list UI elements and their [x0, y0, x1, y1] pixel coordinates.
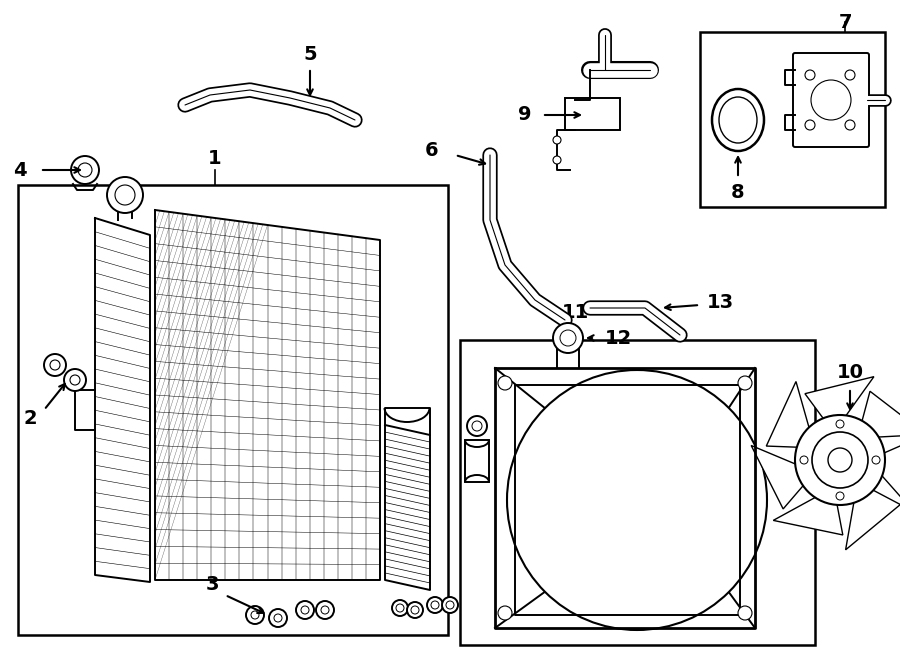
- FancyBboxPatch shape: [793, 53, 869, 147]
- Circle shape: [553, 156, 561, 164]
- Circle shape: [392, 600, 408, 616]
- Polygon shape: [766, 381, 814, 448]
- Polygon shape: [155, 210, 380, 580]
- Circle shape: [246, 606, 264, 624]
- Circle shape: [442, 597, 458, 613]
- Bar: [18, 185, 448, 635]
- Polygon shape: [846, 482, 900, 550]
- Ellipse shape: [719, 97, 757, 143]
- Text: 5: 5: [303, 46, 317, 64]
- Polygon shape: [495, 368, 755, 628]
- Circle shape: [800, 456, 808, 464]
- Circle shape: [78, 163, 92, 177]
- Circle shape: [269, 609, 287, 627]
- Circle shape: [316, 601, 334, 619]
- Circle shape: [467, 416, 487, 436]
- Text: 3: 3: [205, 575, 219, 594]
- Circle shape: [321, 606, 329, 614]
- Ellipse shape: [712, 89, 764, 151]
- Text: 6: 6: [425, 140, 439, 160]
- Polygon shape: [95, 218, 150, 582]
- Circle shape: [446, 601, 454, 609]
- Circle shape: [872, 456, 880, 464]
- Circle shape: [560, 330, 576, 346]
- Text: 10: 10: [836, 363, 863, 381]
- Circle shape: [396, 604, 404, 612]
- Polygon shape: [385, 425, 430, 590]
- Circle shape: [407, 602, 423, 618]
- Polygon shape: [868, 441, 900, 512]
- Circle shape: [70, 375, 80, 385]
- Circle shape: [296, 601, 314, 619]
- Circle shape: [828, 448, 852, 472]
- Text: 11: 11: [562, 303, 589, 322]
- Circle shape: [836, 492, 844, 500]
- Circle shape: [431, 601, 439, 609]
- Circle shape: [472, 421, 482, 431]
- Text: 8: 8: [731, 183, 745, 201]
- Circle shape: [498, 606, 512, 620]
- Circle shape: [274, 614, 282, 622]
- Bar: [700, 32, 885, 207]
- Polygon shape: [805, 377, 874, 433]
- Text: 7: 7: [838, 13, 851, 32]
- Circle shape: [64, 369, 86, 391]
- Circle shape: [115, 185, 135, 205]
- Circle shape: [795, 415, 885, 505]
- Circle shape: [301, 606, 309, 614]
- Circle shape: [553, 136, 561, 144]
- Bar: [565, 98, 620, 130]
- Circle shape: [811, 80, 851, 120]
- Circle shape: [50, 360, 60, 370]
- Circle shape: [411, 606, 419, 614]
- Ellipse shape: [507, 370, 767, 630]
- Circle shape: [553, 323, 583, 353]
- Circle shape: [738, 376, 752, 390]
- Text: 1: 1: [208, 148, 221, 167]
- Text: 2: 2: [23, 408, 37, 428]
- Circle shape: [71, 156, 99, 184]
- Bar: [460, 340, 815, 645]
- Text: 9: 9: [518, 105, 532, 124]
- Circle shape: [805, 120, 815, 130]
- Circle shape: [251, 611, 259, 619]
- Circle shape: [812, 432, 868, 488]
- Polygon shape: [752, 446, 814, 509]
- Circle shape: [498, 376, 512, 390]
- Text: 13: 13: [706, 293, 733, 312]
- Polygon shape: [773, 487, 842, 535]
- Polygon shape: [858, 391, 900, 438]
- Circle shape: [836, 420, 844, 428]
- Circle shape: [738, 606, 752, 620]
- Circle shape: [427, 597, 443, 613]
- Circle shape: [805, 70, 815, 80]
- Circle shape: [845, 70, 855, 80]
- Circle shape: [44, 354, 66, 376]
- Bar: [465, 440, 489, 482]
- Circle shape: [107, 177, 143, 213]
- Text: 12: 12: [605, 328, 632, 348]
- Circle shape: [845, 120, 855, 130]
- Text: 4: 4: [14, 160, 27, 179]
